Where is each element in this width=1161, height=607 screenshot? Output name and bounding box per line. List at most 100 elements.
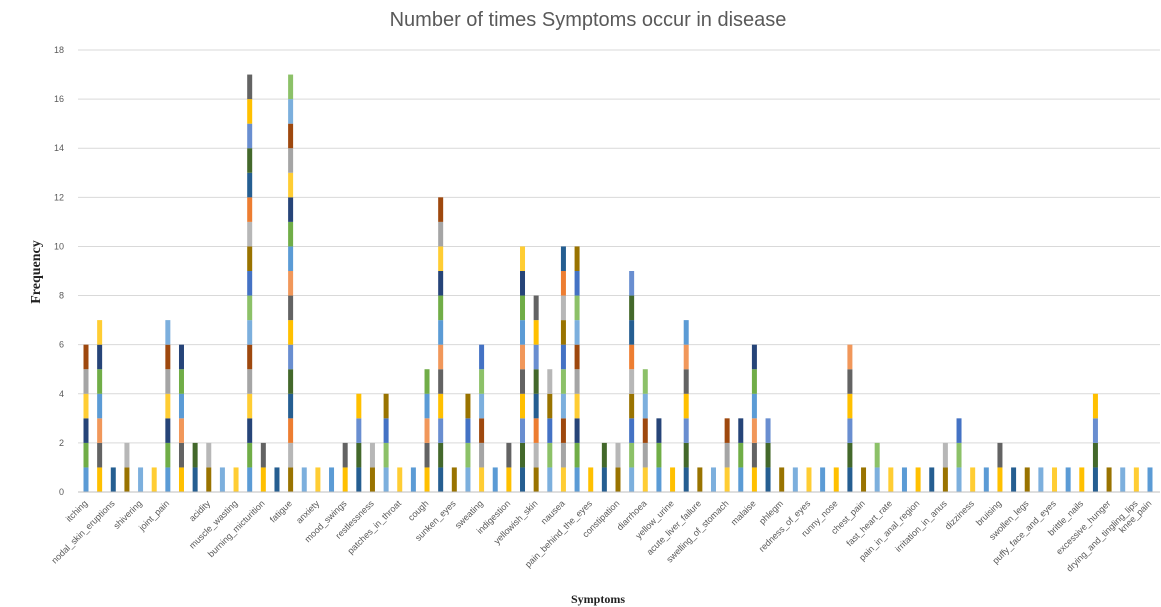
bar-segment bbox=[520, 467, 526, 492]
x-tick-label: dizziness bbox=[943, 498, 977, 532]
bar-segment bbox=[178, 442, 184, 468]
bar-segment bbox=[288, 344, 294, 370]
bar-segment bbox=[97, 320, 103, 345]
bar bbox=[970, 467, 976, 492]
bar bbox=[683, 320, 689, 492]
bar-segment bbox=[288, 295, 294, 321]
bar bbox=[492, 467, 498, 492]
bar-segment bbox=[247, 467, 253, 492]
bar-segment bbox=[1092, 393, 1098, 419]
bar-segment bbox=[288, 320, 294, 345]
bar-segment bbox=[1024, 467, 1030, 492]
bar-segment bbox=[792, 467, 798, 492]
bar-segment bbox=[1133, 467, 1139, 492]
bar bbox=[929, 467, 935, 492]
x-tick-label: cough bbox=[406, 498, 430, 522]
bar-segment bbox=[520, 369, 526, 394]
bar-segment bbox=[288, 123, 294, 149]
bar-segment bbox=[165, 467, 171, 492]
bar-segment bbox=[178, 467, 184, 492]
bar bbox=[138, 467, 144, 492]
bar-segment bbox=[738, 418, 744, 443]
bar bbox=[997, 442, 1003, 492]
bar bbox=[792, 467, 798, 492]
bar bbox=[915, 467, 921, 492]
bar-segment bbox=[247, 393, 253, 419]
bar-segment bbox=[629, 295, 635, 321]
bar-segment bbox=[751, 418, 757, 443]
bar bbox=[1065, 467, 1071, 492]
bar bbox=[383, 393, 389, 492]
bar bbox=[342, 442, 348, 492]
y-tick-label: 8 bbox=[59, 291, 64, 301]
bar-segment bbox=[274, 467, 280, 492]
bar-segment bbox=[83, 344, 89, 370]
bar bbox=[983, 467, 989, 492]
bar-segment bbox=[138, 467, 144, 492]
bar-segment bbox=[670, 467, 676, 492]
bar-segment bbox=[178, 418, 184, 443]
bar-segment bbox=[533, 320, 539, 345]
bar-segment bbox=[165, 393, 171, 419]
bar-segment bbox=[520, 418, 526, 443]
bar-segment bbox=[438, 246, 444, 271]
bar-segment bbox=[206, 467, 212, 492]
bar-segment bbox=[683, 369, 689, 394]
bar-segment bbox=[83, 369, 89, 394]
bar-segment bbox=[342, 467, 348, 492]
bar bbox=[901, 467, 907, 492]
bar-segment bbox=[83, 467, 89, 492]
bar-segment bbox=[438, 221, 444, 247]
bar bbox=[1011, 467, 1017, 492]
bar-segment bbox=[438, 295, 444, 321]
bar bbox=[615, 442, 621, 492]
bar-segment bbox=[356, 418, 362, 443]
bar-segment bbox=[288, 172, 294, 198]
bar bbox=[942, 442, 948, 492]
bar-segment bbox=[520, 320, 526, 345]
bar-segment bbox=[479, 393, 485, 419]
y-axis-title: Frequency bbox=[29, 240, 44, 304]
y-tick-label: 12 bbox=[54, 192, 64, 202]
bar-segment bbox=[288, 74, 294, 100]
bar-segment bbox=[915, 467, 921, 492]
bar-segment bbox=[424, 442, 430, 468]
bar-segment bbox=[438, 369, 444, 394]
bar-segment bbox=[165, 442, 171, 468]
bar-segment bbox=[547, 467, 553, 492]
bar bbox=[710, 467, 716, 492]
bar-segment bbox=[560, 369, 566, 394]
bar-segment bbox=[329, 467, 335, 492]
bar-segment bbox=[192, 442, 198, 468]
bar-segment bbox=[110, 467, 116, 492]
bar-segment bbox=[247, 221, 253, 247]
bar-segment bbox=[451, 467, 457, 492]
bar-segment bbox=[506, 442, 512, 468]
bar bbox=[560, 246, 566, 492]
bar-segment bbox=[288, 221, 294, 247]
bar-segment bbox=[97, 467, 103, 492]
bar-segment bbox=[751, 442, 757, 468]
bar-segment bbox=[301, 467, 307, 492]
bar-segment bbox=[683, 320, 689, 345]
bar-segment bbox=[288, 467, 294, 492]
bar-segment bbox=[520, 271, 526, 296]
bar-segment bbox=[942, 442, 948, 468]
bar bbox=[397, 467, 403, 492]
bar bbox=[260, 442, 266, 492]
bar bbox=[410, 467, 416, 492]
bar bbox=[1147, 467, 1153, 492]
bar-segment bbox=[288, 246, 294, 271]
bar bbox=[506, 442, 512, 492]
bar-segment bbox=[247, 99, 253, 124]
bar-segment bbox=[738, 442, 744, 468]
bar-segment bbox=[383, 393, 389, 419]
bar bbox=[642, 369, 648, 492]
bar bbox=[465, 393, 471, 492]
bar-segment bbox=[247, 320, 253, 345]
bar-segment bbox=[847, 393, 853, 419]
y-tick-label: 16 bbox=[54, 94, 64, 104]
bar-segment bbox=[629, 369, 635, 394]
bar bbox=[629, 271, 635, 492]
bar bbox=[83, 344, 89, 492]
